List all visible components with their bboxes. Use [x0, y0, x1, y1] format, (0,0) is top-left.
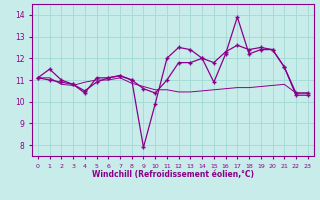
X-axis label: Windchill (Refroidissement éolien,°C): Windchill (Refroidissement éolien,°C)	[92, 170, 254, 179]
